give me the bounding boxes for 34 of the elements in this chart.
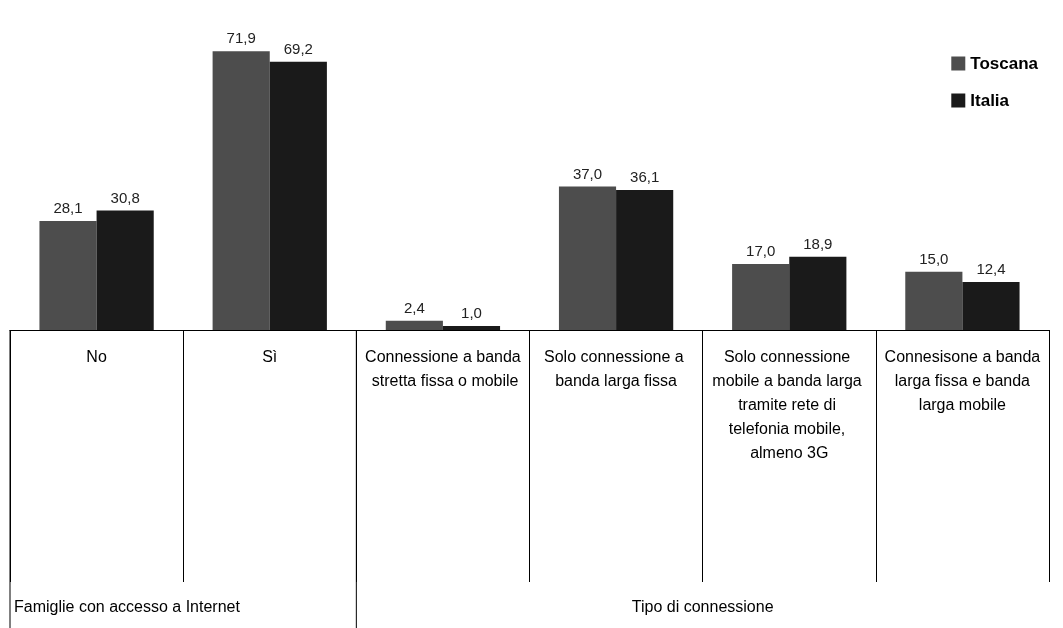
legend-label: Italia [970, 91, 1010, 110]
bar [905, 271, 963, 330]
x-tick-label: Connesisone a banda larga fissa e banda larga mobile [884, 347, 1041, 413]
text: Famiglie con accesso a Internet [14, 597, 241, 615]
bar [212, 51, 270, 330]
bar [442, 326, 501, 330]
bar [269, 61, 327, 330]
bar [732, 264, 790, 330]
data-label: 17,0 [746, 242, 776, 260]
data-label: 1,0 [461, 304, 482, 322]
x-tick-label: Connessione a banda stretta fissa o mobile [365, 347, 521, 389]
data-label: 18,9 [803, 234, 833, 252]
data-label: 30,8 [110, 188, 140, 206]
data-label: 36,1 [630, 168, 660, 185]
data-label: 69,2 [283, 39, 313, 57]
bar [385, 320, 443, 330]
x-tick-label: Solo connessione a banda larga fissa [544, 347, 689, 389]
bar [616, 190, 674, 330]
x-tick-label: Sì [262, 347, 278, 365]
legend-label: Toscana [970, 54, 1039, 73]
bar [39, 221, 97, 330]
x-tick-label: Solo connessione mobile a banda larga tramite rete di telefonia mobile, almeno 3G [712, 347, 867, 461]
bar [789, 256, 847, 330]
data-label: 2,4 [403, 298, 425, 316]
data-label: 15,0 [919, 249, 949, 267]
data-label: 12,4 [976, 259, 1006, 277]
bar [96, 210, 154, 330]
bar [558, 186, 617, 330]
bar [962, 281, 1020, 330]
x-tick-label: No [86, 347, 107, 365]
text: Tipo di connessione [631, 597, 774, 615]
data-label: 37,0 [572, 164, 603, 182]
data-label: 28,1 [53, 199, 83, 217]
data-label: 71,9 [226, 29, 256, 47]
